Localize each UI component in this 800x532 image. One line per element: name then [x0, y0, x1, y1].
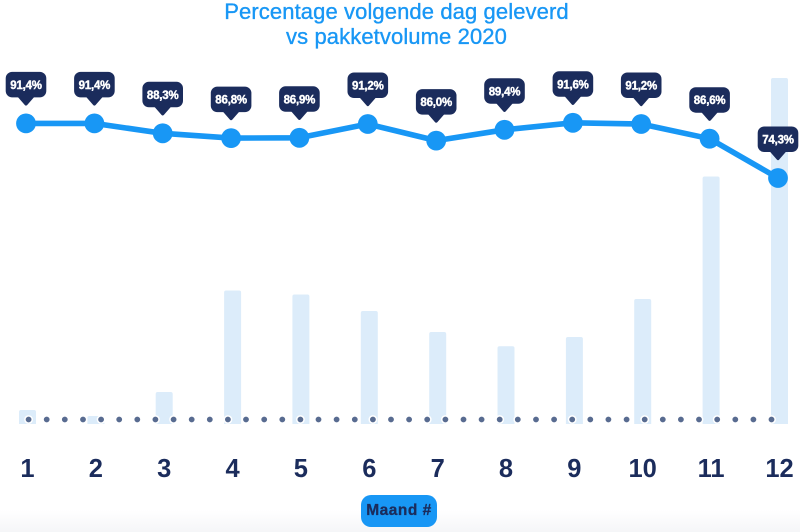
svg-text:88,3%: 88,3%	[147, 90, 179, 102]
svg-text:7: 7	[431, 455, 445, 483]
svg-text:5: 5	[294, 455, 308, 483]
svg-text:4: 4	[226, 455, 241, 483]
svg-text:2: 2	[89, 455, 103, 483]
svg-text:12: 12	[765, 455, 793, 483]
svg-text:8: 8	[499, 455, 513, 483]
svg-text:91,4%: 91,4%	[10, 80, 42, 92]
svg-text:86,8%: 86,8%	[215, 95, 247, 107]
svg-text:3: 3	[157, 455, 171, 483]
svg-text:86,9%: 86,9%	[284, 94, 316, 106]
svg-text:86,0%: 86,0%	[420, 97, 452, 109]
svg-text:10: 10	[629, 455, 657, 483]
svg-text:91,2%: 91,2%	[352, 81, 384, 93]
svg-text:91,4%: 91,4%	[79, 80, 111, 92]
svg-text:9: 9	[567, 455, 581, 483]
svg-text:1: 1	[20, 455, 34, 483]
svg-text:91,2%: 91,2%	[625, 81, 657, 93]
svg-text:89,4%: 89,4%	[489, 86, 521, 98]
svg-text:86,6%: 86,6%	[694, 95, 726, 107]
svg-text:6: 6	[362, 455, 376, 483]
svg-text:91,6%: 91,6%	[557, 79, 589, 91]
svg-text:11: 11	[698, 455, 725, 483]
svg-text:74,3%: 74,3%	[762, 135, 794, 147]
